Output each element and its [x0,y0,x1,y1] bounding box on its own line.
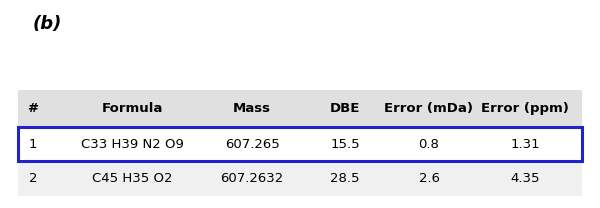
Text: 15.5: 15.5 [330,137,360,151]
Text: 0.8: 0.8 [419,137,439,151]
Text: Mass: Mass [233,102,271,115]
Text: 2: 2 [29,172,37,185]
Text: 2.6: 2.6 [419,172,439,185]
Text: 28.5: 28.5 [330,172,360,185]
Bar [18,90,582,127]
Text: 1: 1 [29,137,37,151]
Text: #: # [28,102,38,115]
Bar [18,127,582,161]
Text: C45 H35 O2: C45 H35 O2 [92,172,172,185]
Text: Error (mDa): Error (mDa) [385,102,473,115]
Text: Error (ppm): Error (ppm) [481,102,569,115]
Text: 607.2632: 607.2632 [220,172,284,185]
Text: Formula: Formula [101,102,163,115]
Bar [18,127,582,161]
Text: 607.265: 607.265 [224,137,280,151]
Text: (b): (b) [33,15,62,33]
Text: 4.35: 4.35 [510,172,540,185]
Text: DBE: DBE [330,102,360,115]
Text: C33 H39 N2 O9: C33 H39 N2 O9 [80,137,184,151]
Text: 1.31: 1.31 [510,137,540,151]
Bar [18,161,582,196]
